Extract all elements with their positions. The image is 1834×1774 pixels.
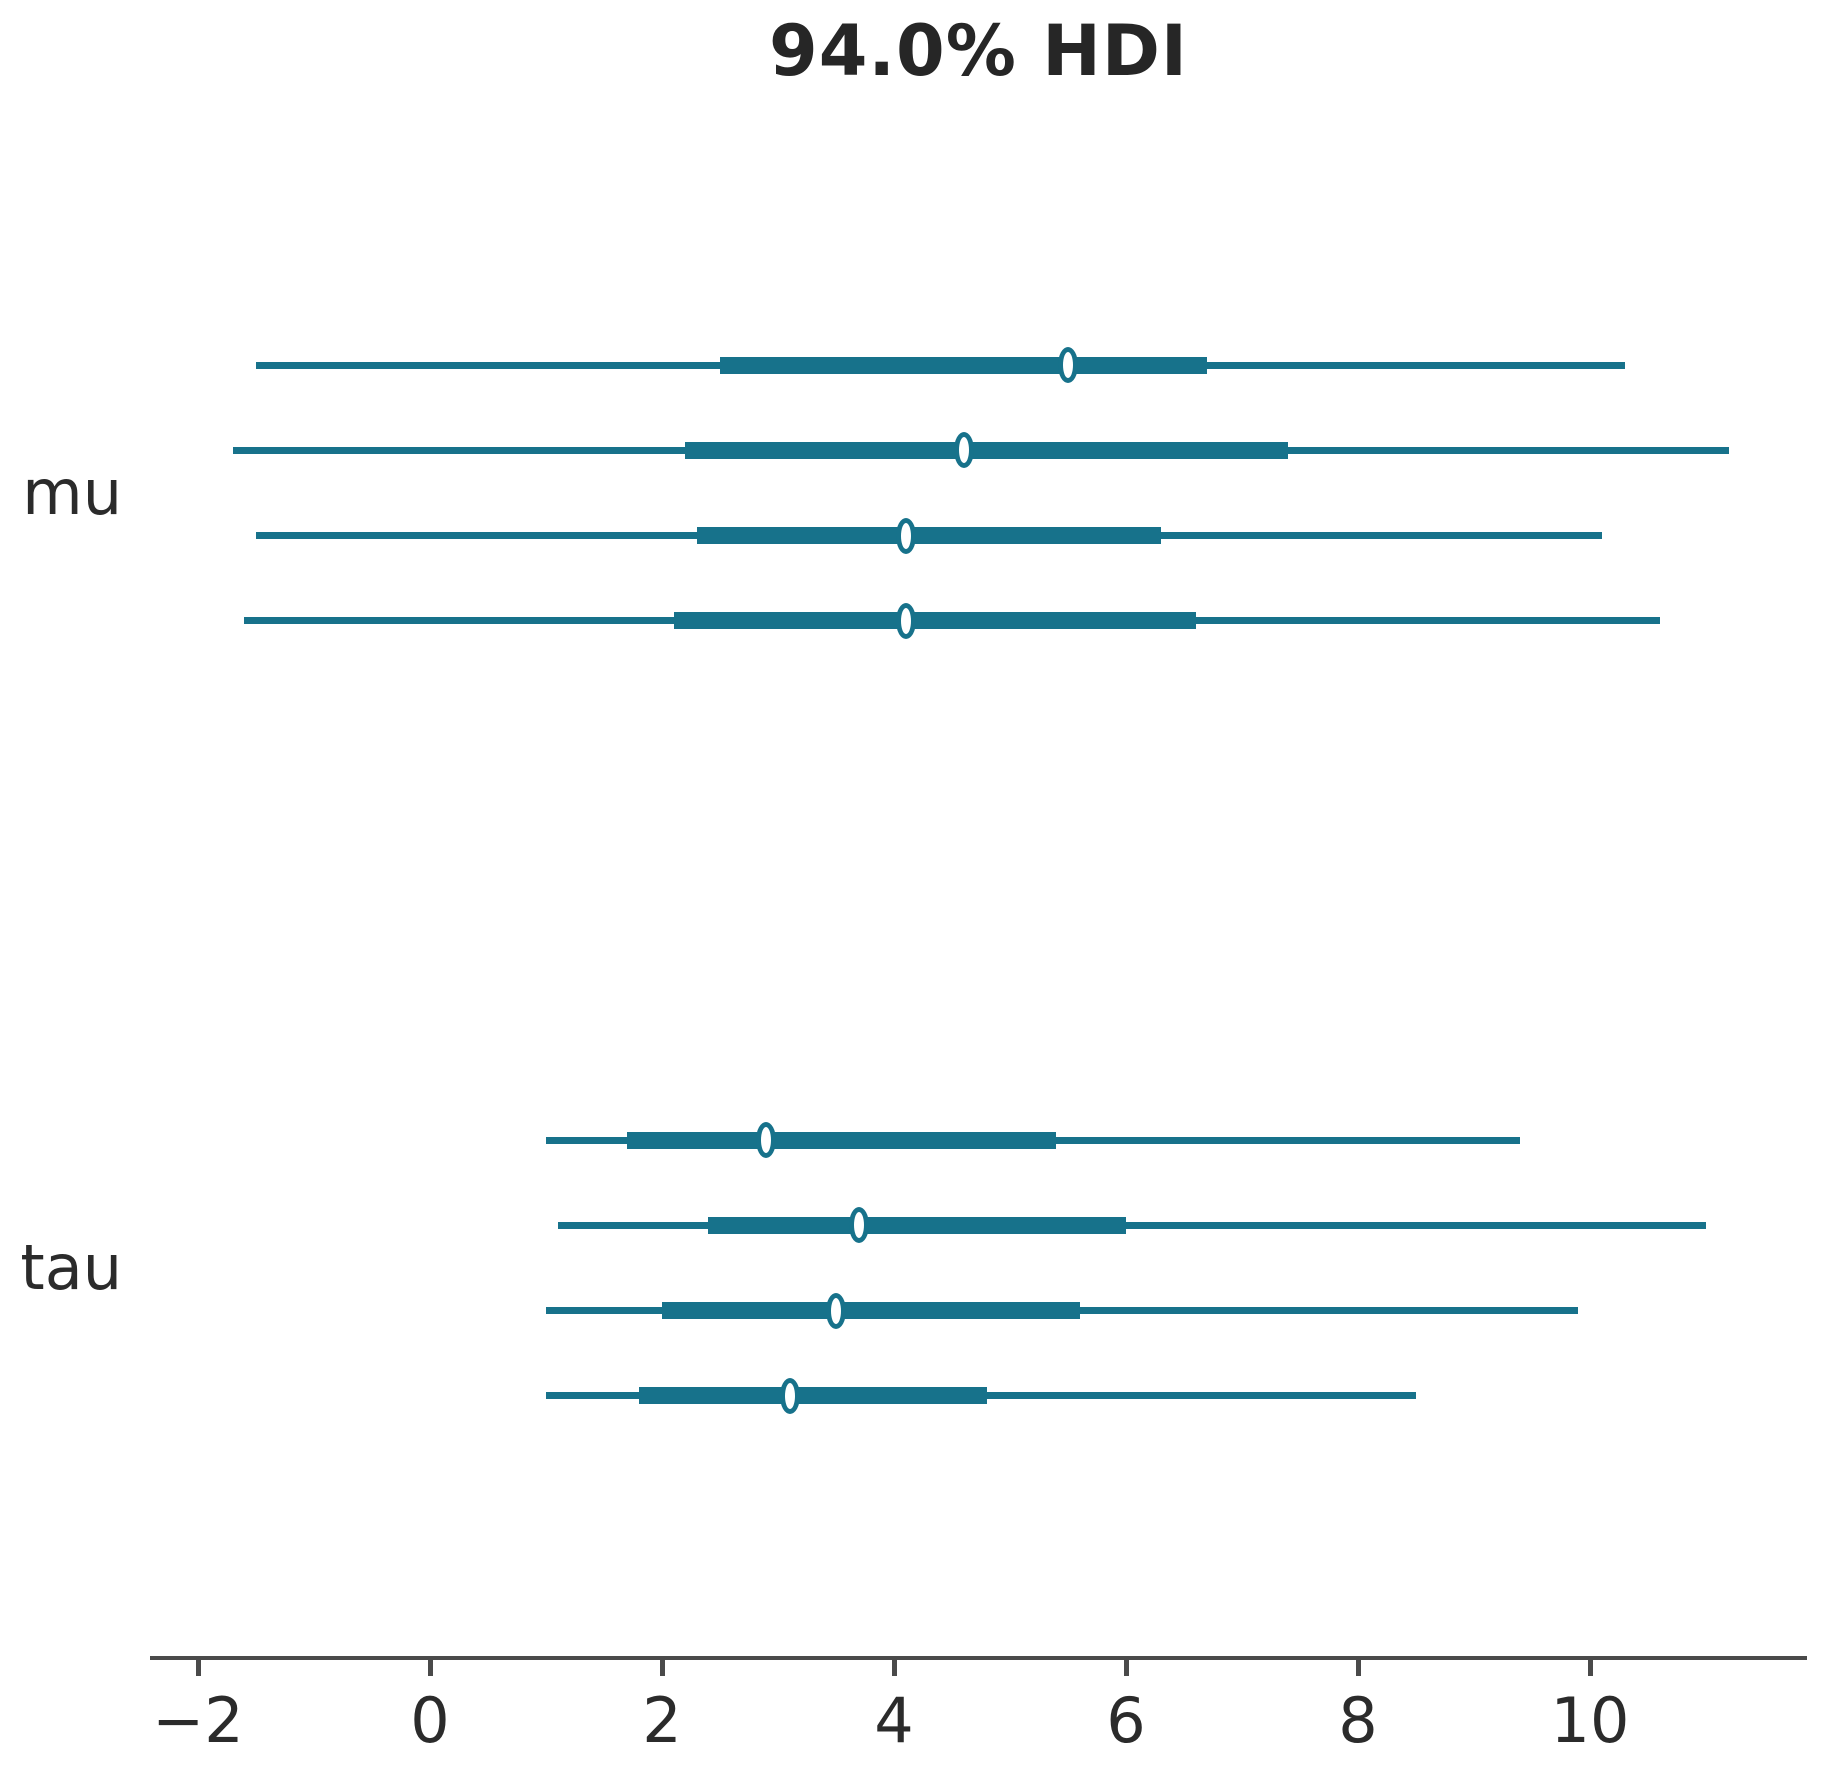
median-marker-mu-chain-1: [953, 432, 974, 469]
x-tick-label-−2: −2: [152, 1684, 244, 1757]
x-tick-label-2: 2: [642, 1684, 682, 1757]
iqr-bar-tau-chain-1: [708, 1216, 1126, 1234]
x-tick-label-10: 10: [1550, 1684, 1630, 1757]
median-marker-mu-chain-3: [895, 602, 916, 639]
iqr-bar-mu-chain-1: [685, 441, 1289, 459]
plot-title: 94.0% HDI: [769, 10, 1188, 92]
hdi-line-tau-chain-1: [557, 1221, 1706, 1229]
median-marker-mu-chain-2: [895, 517, 916, 554]
x-axis-tick-10: [1588, 1660, 1593, 1676]
x-axis-tick-−2: [196, 1660, 201, 1676]
median-marker-tau-chain-0: [756, 1122, 777, 1159]
median-marker-tau-chain-3: [779, 1377, 800, 1414]
y-label-tau: tau: [20, 1231, 122, 1304]
x-axis-tick-2: [660, 1660, 665, 1676]
iqr-bar-mu-chain-3: [673, 612, 1196, 630]
iqr-bar-tau-chain-0: [627, 1131, 1057, 1149]
iqr-bar-tau-chain-2: [662, 1302, 1080, 1320]
median-marker-mu-chain-0: [1058, 347, 1078, 384]
x-axis-tick-4: [892, 1660, 897, 1676]
iqr-bar-tau-chain-3: [638, 1387, 987, 1405]
x-axis-tick-0: [428, 1660, 433, 1676]
x-tick-label-0: 0: [410, 1684, 450, 1757]
median-marker-tau-chain-2: [826, 1292, 846, 1329]
x-tick-label-6: 6: [1106, 1684, 1146, 1757]
y-label-mu: mu: [22, 456, 122, 529]
x-axis-tick-6: [1124, 1660, 1129, 1676]
median-marker-tau-chain-1: [849, 1207, 870, 1244]
iqr-bar-mu-chain-2: [696, 527, 1161, 545]
x-axis-tick-8: [1356, 1660, 1361, 1676]
x-axis-line: [150, 1656, 1807, 1660]
x-tick-label-4: 4: [874, 1684, 914, 1757]
iqr-bar-mu-chain-0: [720, 356, 1208, 374]
x-tick-label-8: 8: [1338, 1684, 1378, 1757]
